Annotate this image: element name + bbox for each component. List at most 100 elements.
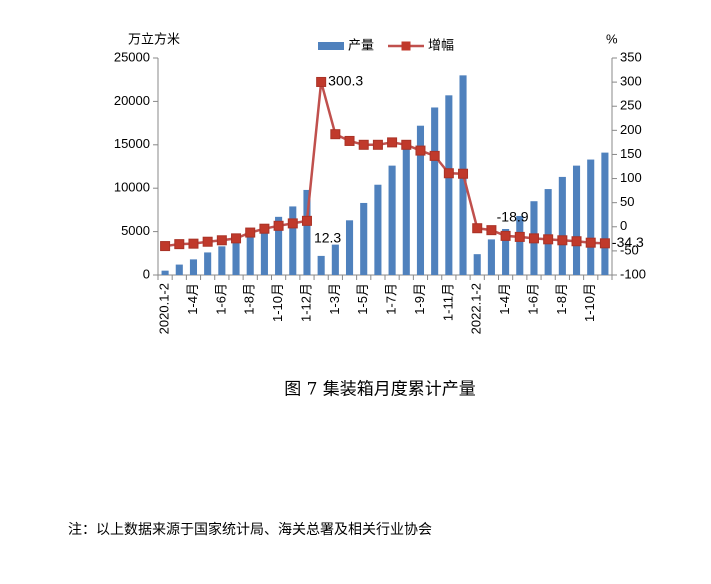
bar <box>388 165 396 275</box>
bar <box>487 239 495 275</box>
data-label: 300.3 <box>328 73 363 89</box>
x-tick-label: 1-8月 <box>554 283 569 315</box>
x-tick-label: 1-3月 <box>327 283 342 315</box>
y2-tick-label: 0 <box>620 218 627 233</box>
bar <box>431 107 439 275</box>
x-tick-label: 1-4月 <box>497 283 512 315</box>
line-marker <box>330 129 341 140</box>
x-tick-label: 1-7月 <box>384 283 399 315</box>
line-marker <box>543 234 554 245</box>
line <box>164 81 605 248</box>
bar <box>345 220 354 275</box>
y2-tick-label: 250 <box>620 98 642 113</box>
x-tick-label: 1-8月 <box>242 283 257 315</box>
x-tick-label: 1-11月 <box>440 283 455 321</box>
y2-tick-label: 100 <box>620 170 642 185</box>
line-marker <box>301 215 312 226</box>
line-marker <box>514 231 525 242</box>
line-marker <box>358 139 369 150</box>
y2-tick-label: -50 <box>620 242 639 257</box>
line-marker <box>387 137 398 148</box>
line-marker <box>415 145 426 156</box>
x-tick-label: 1-12月 <box>298 283 313 322</box>
y2-tick-label: -100 <box>620 266 646 281</box>
bar <box>317 255 325 275</box>
line-marker <box>287 218 298 229</box>
line-marker <box>372 139 383 150</box>
y2-tick-label: 300 <box>620 74 642 89</box>
line-marker <box>571 236 582 247</box>
x-tick-label: 1-10月 <box>582 283 597 322</box>
bar <box>516 215 524 275</box>
bar <box>289 206 297 275</box>
x-tick-label: 2022.1-2 <box>469 283 484 334</box>
line-marker <box>443 168 454 179</box>
line-marker <box>500 230 511 241</box>
bar <box>218 246 226 275</box>
y2-tick-label: 350 <box>620 49 642 64</box>
legend-swatch <box>401 41 411 51</box>
bar <box>416 125 425 275</box>
y-tick-label: 20000 <box>114 93 150 108</box>
line-marker <box>458 168 469 179</box>
line-marker <box>599 238 610 249</box>
bar <box>360 202 368 275</box>
bar <box>544 189 552 275</box>
bar <box>374 184 382 275</box>
line-marker <box>231 233 242 244</box>
y2-tick-label: 50 <box>620 194 634 209</box>
y-tick-label: 10000 <box>114 180 150 195</box>
bar <box>189 259 198 275</box>
line-marker <box>429 150 440 161</box>
x-tick-label: 1-6月 <box>525 283 540 315</box>
y-tick-label: 0 <box>143 266 150 281</box>
bar <box>502 228 510 275</box>
y-tick-label: 25000 <box>114 49 150 64</box>
line-marker <box>160 241 171 252</box>
line-marker <box>174 239 185 250</box>
bar <box>445 95 453 275</box>
line-marker <box>245 227 256 238</box>
bar <box>161 270 169 275</box>
bar <box>260 227 268 275</box>
line-marker <box>273 220 284 231</box>
bar <box>204 252 212 275</box>
bar <box>175 264 183 275</box>
bar <box>601 152 609 275</box>
bar <box>303 189 311 275</box>
line-marker <box>259 223 270 234</box>
line-marker <box>472 223 483 234</box>
x-tick-label: 1-9月 <box>412 283 427 315</box>
line-marker <box>202 236 213 247</box>
line-marker <box>585 237 596 248</box>
line-marker <box>316 76 327 87</box>
x-tick-label: 1-4月 <box>185 283 200 315</box>
y-tick-label: 15000 <box>114 136 150 151</box>
bar <box>232 240 240 275</box>
bar <box>275 216 283 275</box>
bar <box>587 159 595 275</box>
line-marker <box>557 235 568 246</box>
line-marker <box>188 238 199 249</box>
data-label: 12.3 <box>314 230 341 246</box>
x-tick-label: 2020.1-2 <box>157 283 172 334</box>
bar <box>331 244 339 275</box>
legend-swatch <box>318 42 344 50</box>
x-tick-label: 1-6月 <box>213 283 228 315</box>
y-axis-title: 万立方米 <box>128 31 180 46</box>
bar <box>572 165 581 275</box>
data-label: -18.9 <box>497 209 529 225</box>
line-marker <box>401 139 412 150</box>
y-tick-label: 5000 <box>121 223 150 238</box>
note: 注：以上数据来源于国家统计局、海关总署及相关行业协会 <box>68 521 432 538</box>
y2-tick-label: 150 <box>620 146 642 161</box>
bar <box>473 254 481 275</box>
x-tick-label: 1-5月 <box>355 283 370 315</box>
bar <box>402 146 410 275</box>
line-marker <box>486 225 497 236</box>
line-marker <box>528 233 539 244</box>
line-marker <box>344 135 355 146</box>
y2-tick-label: 200 <box>620 122 642 137</box>
y2-axis-title: % <box>606 31 618 46</box>
